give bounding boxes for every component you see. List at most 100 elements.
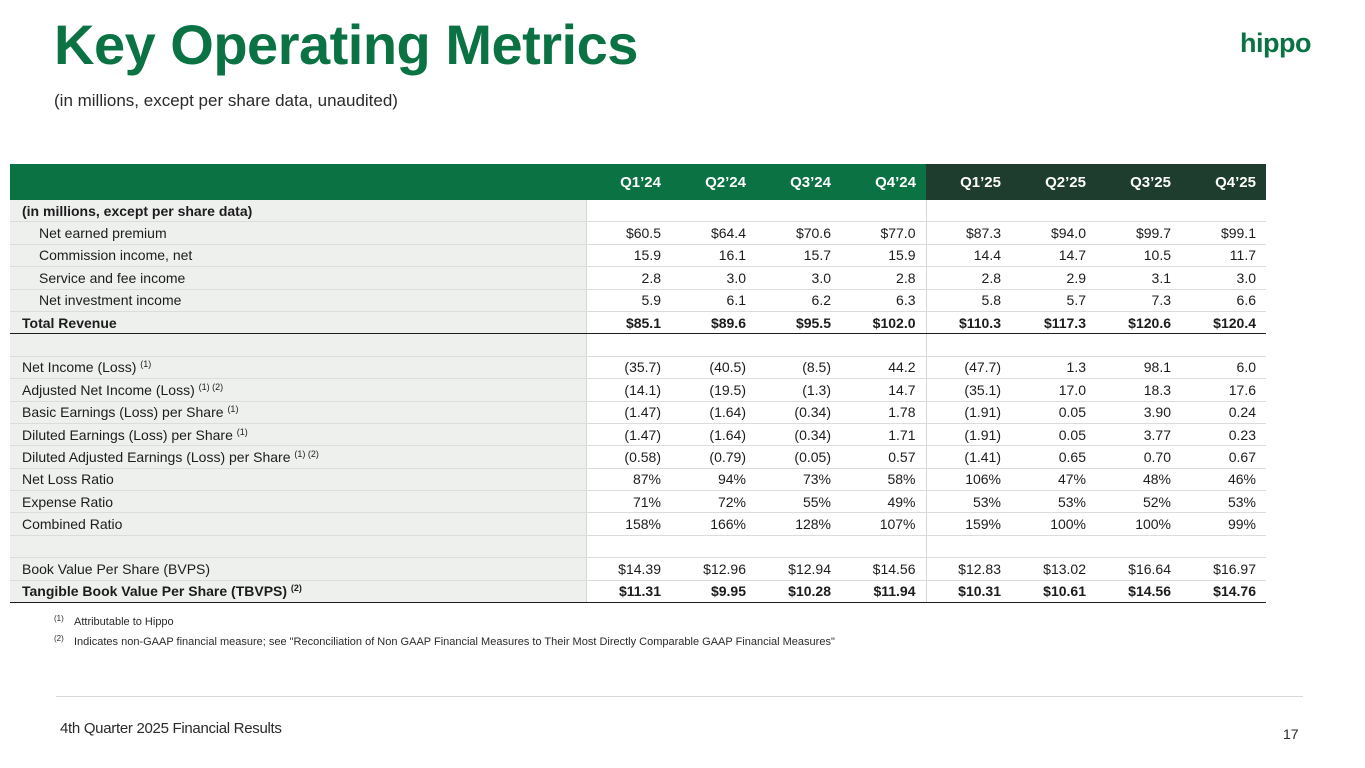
row-label: Book Value Per Share (BVPS) — [10, 557, 587, 581]
hippo-logo: hippo — [1240, 28, 1311, 58]
value-cell: 0.57 — [841, 445, 926, 469]
footnote-ref: (1) (2) — [198, 381, 224, 392]
value-cell: $14.56 — [841, 557, 926, 581]
table-row: Expense Ratio 71% 72% 55% 49% 53% 53% 52% 53% — [10, 490, 1266, 514]
value-cell: 158% — [586, 512, 671, 536]
value-cell: 55% — [756, 490, 841, 514]
value-cell: 7.3 — [1096, 289, 1181, 312]
row-label: Net investment income — [10, 289, 587, 312]
value-cell: 106% — [925, 468, 1011, 492]
value-cell: (19.5) — [671, 378, 756, 402]
row-label-text: Commission income, net — [39, 247, 193, 264]
empty-cell — [1181, 333, 1266, 357]
empty-cell — [1096, 535, 1181, 559]
metrics-table: Q1’24 Q2’24 Q3’24 Q4’24 Q1’25 Q2’25 Q3’2… — [10, 164, 1266, 604]
value-cell: (1.64) — [671, 401, 756, 424]
footnote: (2) Indicates non-GAAP financial measure… — [54, 634, 835, 656]
value-cell: 159% — [925, 512, 1011, 536]
table-row: Diluted Adjusted Earnings (Loss) per Sha… — [10, 445, 1266, 469]
empty-cell — [756, 200, 841, 223]
empty-cell — [756, 535, 841, 559]
value-cell: $110.3 — [925, 310, 1011, 335]
value-cell: $10.31 — [925, 579, 1011, 604]
value-cell: 6.1 — [671, 289, 756, 312]
row-label-text: Net Income (Loss) — [22, 359, 137, 376]
row-label: Adjusted Net Income (Loss) (1) (2) — [10, 378, 587, 402]
table-row-total-revenue: Total Revenue $85.1 $89.6 $95.5 $102.0 $110.3… — [10, 310, 1266, 335]
value-cell: $9.95 — [671, 579, 756, 604]
value-cell: 5.7 — [1011, 289, 1096, 312]
table-row-tbvps: Tangible Book Value Per Share (TBVPS) (2… — [10, 579, 1266, 604]
value-cell: (0.58) — [586, 445, 671, 469]
row-label: Service and fee income — [10, 266, 587, 290]
value-cell: $11.94 — [841, 579, 926, 604]
value-cell: $12.94 — [756, 557, 841, 581]
value-cell: 87% — [586, 468, 671, 492]
table-row: Adjusted Net Income (Loss) (1) (2) (14.1)… — [10, 378, 1266, 402]
value-cell: 17.0 — [1011, 378, 1096, 402]
value-cell: $89.6 — [671, 310, 756, 335]
table-row: Service and fee income 2.8 3.0 3.0 2.8 2.8 2.9… — [10, 266, 1266, 290]
column-header: Q1’24 — [586, 164, 671, 200]
empty-cell — [671, 535, 756, 559]
value-cell: 3.1 — [1096, 266, 1181, 290]
spacer-row — [10, 333, 1266, 357]
empty-cell — [10, 535, 587, 559]
footnote-ref: (1) — [227, 404, 239, 415]
empty-cell — [841, 535, 926, 559]
row-label: Expense Ratio — [10, 490, 587, 514]
footer-divider — [56, 696, 1303, 697]
value-cell: $14.56 — [1096, 579, 1181, 604]
empty-cell — [1096, 200, 1181, 223]
footnote-ref: (1) — [140, 359, 152, 370]
value-cell: 2.8 — [586, 266, 671, 290]
footnote: (1) Attributable to Hippo — [54, 614, 835, 636]
value-cell: 5.9 — [586, 289, 671, 312]
value-cell: $12.96 — [671, 557, 756, 581]
value-cell: 14.7 — [1011, 244, 1096, 268]
column-header: Q3’24 — [756, 164, 841, 200]
value-cell: (1.3) — [756, 378, 841, 402]
value-cell: $120.4 — [1181, 310, 1266, 335]
value-cell: 71% — [586, 490, 671, 514]
row-label-text: Expense Ratio — [22, 493, 114, 510]
value-cell: 72% — [671, 490, 756, 514]
value-cell: 52% — [1096, 490, 1181, 514]
value-cell: $64.4 — [671, 221, 756, 245]
value-cell: 14.7 — [841, 378, 926, 402]
row-label-text: Tangible Book Value Per Share (TBVPS) — [22, 583, 288, 600]
value-cell: 0.23 — [1181, 423, 1266, 447]
table-row: Net earned premium $60.5 $64.4 $70.6 $77.0 $8… — [10, 221, 1266, 245]
value-cell: (35.1) — [925, 378, 1011, 402]
value-cell: 18.3 — [1096, 378, 1181, 402]
row-label: Total Revenue — [10, 310, 587, 335]
value-cell: (35.7) — [586, 356, 671, 380]
value-cell: 44.2 — [841, 356, 926, 380]
row-label-text: Total Revenue — [22, 314, 117, 331]
value-cell: (1.41) — [925, 445, 1011, 469]
footnote-mark: (2) — [54, 634, 64, 643]
value-cell: 15.9 — [841, 244, 926, 268]
empty-cell — [841, 200, 926, 223]
footnote-ref: (2) — [290, 583, 302, 594]
value-cell: 6.2 — [756, 289, 841, 312]
value-cell: (0.79) — [671, 445, 756, 469]
section-label: (in millions, except per share data) — [10, 200, 587, 223]
column-header: Q2’24 — [671, 164, 756, 200]
value-cell: 6.0 — [1181, 356, 1266, 380]
value-cell: 98.1 — [1096, 356, 1181, 380]
value-cell: 47% — [1011, 468, 1096, 492]
value-cell: 10.5 — [1096, 244, 1181, 268]
empty-cell — [756, 333, 841, 357]
value-cell: 53% — [1011, 490, 1096, 514]
row-label: Basic Earnings (Loss) per Share (1) — [10, 401, 587, 424]
value-cell: (14.1) — [586, 378, 671, 402]
value-cell: (1.91) — [925, 423, 1011, 447]
empty-cell — [586, 333, 671, 357]
footnote-mark: (1) — [54, 614, 64, 623]
row-label-text: Service and fee income — [39, 269, 186, 286]
table-row: Net Income (Loss) (1) (35.7) (40.5) (8.5) 44… — [10, 356, 1266, 380]
value-cell: 0.67 — [1181, 445, 1266, 469]
value-cell: $11.31 — [586, 579, 671, 604]
value-cell: (0.05) — [756, 445, 841, 469]
